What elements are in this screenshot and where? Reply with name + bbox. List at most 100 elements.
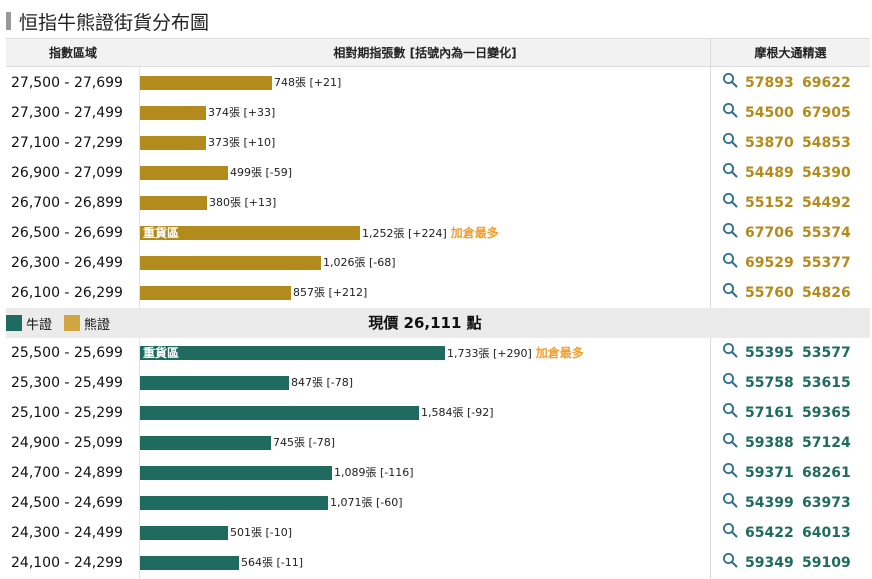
warrant-code-link[interactable]: 63973 [802, 495, 851, 511]
table-row: 26,100 - 26,299 857張 [+212] 55760 54826 [6, 278, 870, 308]
warrant-code-link[interactable]: 57893 [745, 75, 794, 91]
warrant-code-link[interactable]: 59365 [802, 405, 851, 421]
warrant-code-link[interactable]: 67905 [802, 105, 851, 121]
warrant-code-link[interactable]: 68261 [802, 465, 851, 481]
table-row: 24,700 - 24,899 1,089張 [-116] 59371 68261 [6, 458, 870, 488]
range-label: 24,500 - 24,699 [11, 495, 123, 511]
value-label: 1,071張 [-60] [330, 495, 403, 511]
magnifier-icon[interactable] [722, 222, 738, 238]
value-text: 745張 [-78] [273, 436, 336, 449]
warrant-code-link[interactable]: 64013 [802, 525, 851, 541]
warrant-code-link[interactable]: 53870 [745, 135, 794, 151]
warrant-code-link[interactable]: 53615 [802, 375, 851, 391]
bull-bar: 重貨區 [140, 346, 445, 360]
warrant-code-link[interactable]: 54489 [745, 165, 794, 181]
value-label: 748張 [+21] [274, 75, 341, 91]
warrant-code-link[interactable]: 55152 [745, 195, 794, 211]
warrant-links: 57161 59365 [722, 398, 862, 428]
range-label: 26,100 - 26,299 [11, 285, 123, 301]
value-text: 1,584張 [-92] [421, 406, 494, 419]
magnifier-icon[interactable] [722, 282, 738, 298]
value-text: 1,071張 [-60] [330, 496, 403, 509]
value-label: 501張 [-10] [230, 525, 292, 541]
warrant-code-link[interactable]: 54826 [802, 285, 851, 301]
warrant-code-link[interactable]: 59371 [745, 465, 794, 481]
warrant-code-link[interactable]: 69529 [745, 255, 794, 271]
value-text: 499張 [-59] [230, 166, 293, 179]
table-row: 27,300 - 27,499 374張 [+33] 54500 67905 [6, 98, 870, 128]
magnifier-icon[interactable] [722, 552, 738, 568]
page-title-text: 恒指牛熊證街貨分布圖 [19, 11, 210, 34]
value-label: 745張 [-78] [273, 435, 335, 451]
magnifier-icon[interactable] [722, 462, 738, 478]
warrant-code-link[interactable]: 57161 [745, 405, 794, 421]
table-header: 指數區域 相對期指張數 [括號內為一日變化] 摩根大通精選 [6, 38, 870, 67]
value-label: 1,026張 [-68] [323, 255, 396, 271]
warrant-code-link[interactable]: 55760 [745, 285, 794, 301]
table-row: 27,100 - 27,299 373張 [+10] 53870 54853 [6, 128, 870, 158]
value-text: 1,089張 [-116] [334, 466, 414, 479]
magnifier-icon[interactable] [722, 522, 738, 538]
value-text: 1,026張 [-68] [323, 256, 396, 269]
value-text: 373張 [+10] [208, 136, 276, 149]
magnifier-icon[interactable] [722, 432, 738, 448]
value-text: 380張 [+13] [209, 196, 277, 209]
warrant-links: 54399 63973 [722, 488, 862, 518]
warrant-code-link[interactable]: 54390 [802, 165, 851, 181]
value-label: 857張 [+212] [293, 285, 367, 301]
bull-bar [140, 436, 271, 450]
warrant-code-link[interactable]: 55395 [745, 345, 794, 361]
range-label: 26,900 - 27,099 [11, 165, 123, 181]
table-row: 24,900 - 25,099 745張 [-78] 59388 57124 [6, 428, 870, 458]
warrant-code-link[interactable]: 55377 [802, 255, 851, 271]
warrant-code-link[interactable]: 67706 [745, 225, 794, 241]
warrant-code-link[interactable]: 54399 [745, 495, 794, 511]
range-label: 24,700 - 24,899 [11, 465, 123, 481]
magnifier-icon[interactable] [722, 102, 738, 118]
magnifier-icon[interactable] [722, 252, 738, 268]
warrant-code-link[interactable]: 55758 [745, 375, 794, 391]
magnifier-icon[interactable] [722, 342, 738, 358]
warrant-code-link[interactable]: 54853 [802, 135, 851, 151]
value-text: 1,252張 [+224] [362, 227, 447, 240]
magnifier-icon[interactable] [722, 402, 738, 418]
value-text: 847張 [-78] [291, 376, 354, 389]
legend: 牛證 熊證 [6, 308, 122, 338]
warrant-links: 59371 68261 [722, 458, 862, 488]
legend-bear: 熊證 [64, 314, 110, 333]
warrant-links: 59349 59109 [722, 548, 862, 578]
magnifier-icon[interactable] [722, 492, 738, 508]
header-links: 摩根大通精選 [754, 46, 827, 60]
range-label: 25,300 - 25,499 [11, 375, 123, 391]
value-label: 380張 [+13] [209, 195, 276, 211]
warrant-code-link[interactable]: 53577 [802, 345, 851, 361]
warrant-code-link[interactable]: 59388 [745, 435, 794, 451]
warrant-code-link[interactable]: 59349 [745, 555, 794, 571]
warrant-code-link[interactable]: 69622 [802, 75, 851, 91]
magnifier-icon[interactable] [722, 162, 738, 178]
legend-bull-label: 牛證 [26, 317, 53, 333]
bear-bar [140, 106, 206, 120]
range-label: 24,300 - 24,499 [11, 525, 123, 541]
heavy-zone-label: 重貨區 [143, 346, 180, 360]
warrant-code-link[interactable]: 59109 [802, 555, 851, 571]
warrant-code-link[interactable]: 54492 [802, 195, 851, 211]
most-added-label: 加倉最多 [450, 226, 499, 240]
magnifier-icon[interactable] [722, 72, 738, 88]
range-label: 24,100 - 24,299 [11, 555, 123, 571]
magnifier-icon[interactable] [722, 372, 738, 388]
warrant-code-link[interactable]: 57124 [802, 435, 851, 451]
warrant-links: 55758 53615 [722, 368, 862, 398]
bull-bar [140, 466, 332, 480]
warrant-code-link[interactable]: 54500 [745, 105, 794, 121]
bull-bar [140, 406, 419, 420]
value-label: 564張 [-11] [241, 555, 303, 571]
warrant-links: 57893 69622 [722, 68, 862, 98]
warrant-code-link[interactable]: 65422 [745, 525, 794, 541]
bear-bar: 重貨區 [140, 226, 360, 240]
magnifier-icon[interactable] [722, 192, 738, 208]
range-label: 27,500 - 27,699 [11, 75, 123, 91]
header-quantity: 相對期指張數 [括號內為一日變化] [333, 46, 517, 60]
magnifier-icon[interactable] [722, 132, 738, 148]
warrant-code-link[interactable]: 55374 [802, 225, 851, 241]
